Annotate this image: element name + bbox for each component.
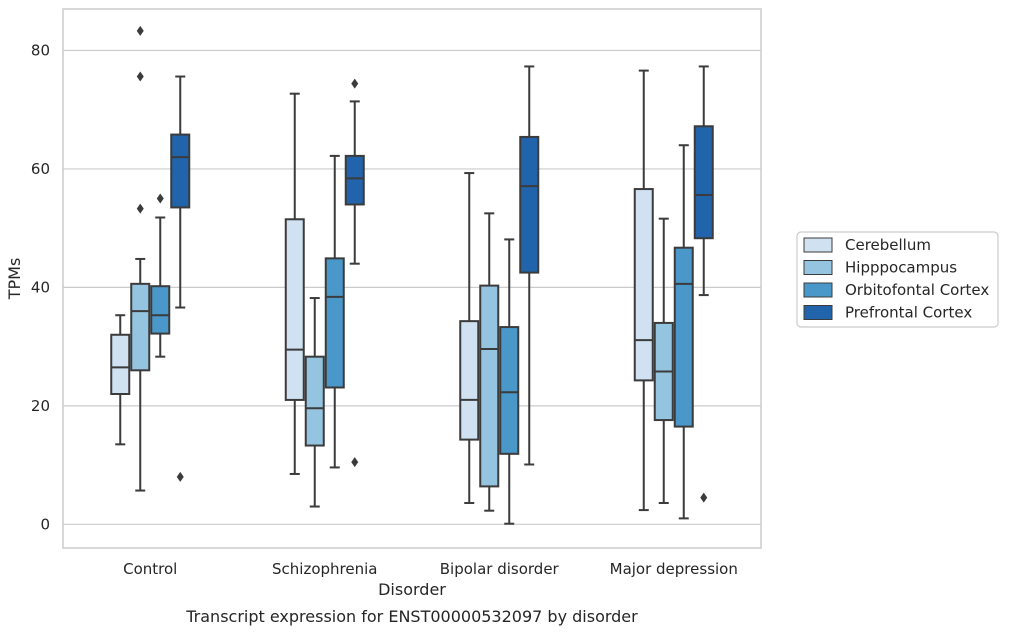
legend-label: Hipppocampus — [845, 259, 957, 277]
plot-area-frame — [62, 8, 762, 549]
x-tick-label: Major depression — [610, 560, 738, 578]
y-tick-label: 60 — [31, 160, 50, 178]
box-body — [633, 188, 654, 382]
box-body — [693, 125, 714, 240]
box-cerebellum-schizophrenia — [284, 92, 305, 475]
legend-label: Orbitofontal Cortex — [845, 281, 989, 299]
box-body — [304, 355, 325, 447]
x-tick-label: Bipolar disorder — [440, 560, 560, 578]
box-body — [479, 284, 500, 488]
box-body — [130, 282, 151, 372]
box-series — [110, 25, 714, 525]
x-tick-label: Control — [123, 560, 177, 578]
box-orbitofontal-cortex-major-depression — [673, 144, 694, 520]
box-body — [110, 333, 131, 395]
x-tick-label: Schizophrenia — [272, 560, 377, 578]
box-orbitofontal-cortex-control — [150, 193, 171, 358]
outlier-point — [136, 71, 144, 82]
box-orbitofontal-cortex-bipolar-disorder — [499, 238, 520, 525]
legend-swatch — [803, 305, 833, 320]
box-prefrontal-cortex-schizophrenia — [344, 78, 365, 468]
box-body — [673, 246, 694, 428]
y-axis-ticks: 0 20 40 60 80 — [31, 41, 50, 533]
outlier-point — [136, 203, 144, 214]
y-tick-label: 80 — [31, 41, 50, 59]
outlier-point — [176, 471, 184, 482]
legend: Cerebellum Hipppocampus Orbitofontal Corte… — [796, 231, 999, 328]
y-tick-label: 0 — [40, 515, 50, 533]
legend-swatch — [803, 282, 833, 298]
legend-swatch — [803, 237, 833, 253]
box-prefrontal-cortex-bipolar-disorder — [519, 65, 540, 466]
box-prefrontal-cortex-control — [170, 75, 191, 482]
box-cerebellum-control — [110, 314, 131, 446]
y-tick-label: 40 — [31, 278, 50, 296]
box-cerebellum-bipolar-disorder — [459, 172, 480, 504]
box-body — [459, 320, 480, 441]
outlier-point — [351, 457, 359, 468]
box-body — [499, 326, 520, 455]
box-cerebellum-major-depression — [633, 69, 654, 512]
outlier-point — [700, 492, 708, 503]
y-axis-label: TPMs — [5, 258, 24, 301]
x-axis-label: Disorder — [378, 580, 446, 599]
box-body — [519, 135, 540, 274]
box-body — [284, 218, 305, 401]
box-body — [344, 154, 365, 206]
y-tick-label: 20 — [31, 397, 50, 415]
box-hipppocampus-major-depression — [653, 217, 674, 504]
box-hipppocampus-control — [130, 25, 151, 492]
box-hipppocampus-bipolar-disorder — [479, 212, 500, 512]
x-axis-ticks: Control Schizophrenia Bipolar disorder Majo… — [123, 560, 738, 578]
box-prefrontal-cortex-major-depression — [693, 65, 714, 503]
box-hipppocampus-schizophrenia — [304, 297, 325, 508]
outlier-point — [136, 25, 144, 36]
chart-caption: Transcript expression for ENST0000053209… — [185, 607, 638, 626]
legend-frame — [796, 231, 999, 328]
legend-swatch — [803, 260, 833, 275]
box-orbitofontal-cortex-schizophrenia — [324, 154, 345, 469]
legend-label: Prefrontal Cortex — [845, 304, 972, 322]
box-body — [150, 285, 171, 335]
box-body — [324, 257, 345, 389]
outlier-point — [351, 78, 359, 89]
outlier-point — [156, 193, 164, 204]
legend-label: Cerebellum — [845, 236, 931, 254]
box-body — [170, 133, 191, 209]
